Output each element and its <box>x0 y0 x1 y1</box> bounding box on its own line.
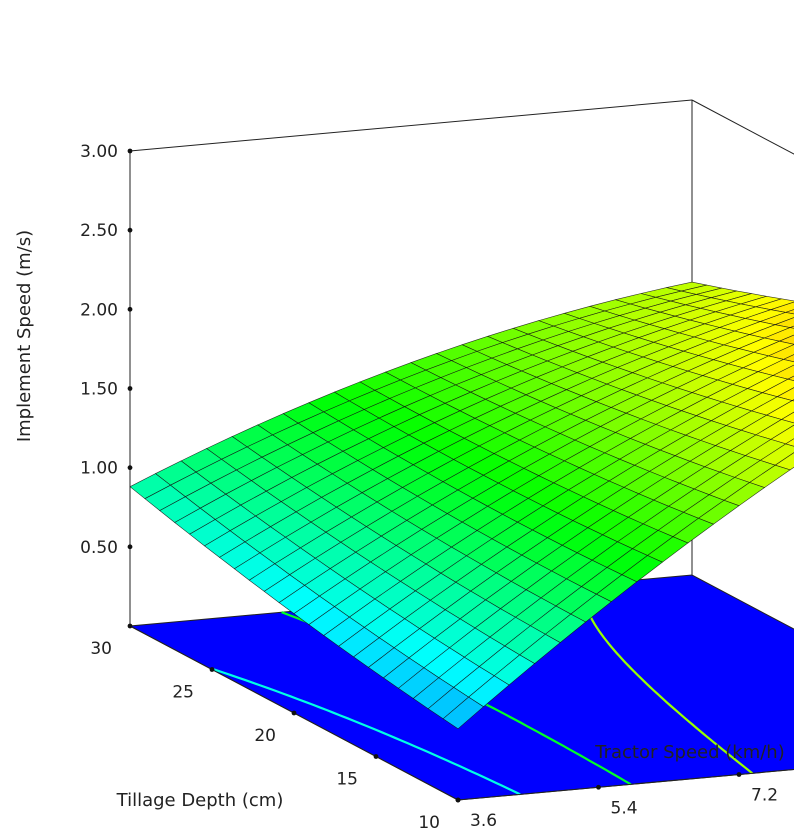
y-tick-mark <box>596 784 601 790</box>
surface-cell <box>442 696 484 730</box>
z-tick-mark <box>127 148 133 154</box>
z-tick-mark <box>127 465 133 471</box>
x-axis-title: Tillage Depth (cm) <box>116 790 284 811</box>
x-tick-label: 25 <box>172 683 194 703</box>
axis-labels: Implement Speed (m/s) Tillage Depth (cm)… <box>14 230 785 811</box>
y-axis-title: Tractor Speed (km/h) <box>594 742 785 763</box>
z-tick-mark <box>127 227 133 233</box>
x-tick-label: 20 <box>254 726 276 746</box>
x-tick-mark <box>291 710 297 716</box>
z-tick-mark <box>127 306 133 312</box>
surface-cell <box>784 309 794 315</box>
z-tick-mark <box>127 386 133 391</box>
contour-line-3 <box>582 584 754 775</box>
surface-cell <box>788 325 794 329</box>
z-tick-label: 0.50 <box>80 538 118 558</box>
z-tick-label: 3.00 <box>80 142 118 162</box>
y-tick-label: 7.2 <box>751 786 778 806</box>
top-left-edge <box>129 99 693 152</box>
x-tick-label: 30 <box>90 639 112 659</box>
z-tick-label: 2.50 <box>80 221 118 241</box>
top-right-edge <box>691 99 794 155</box>
x-tick-label: 10 <box>418 813 440 833</box>
x-tick-mark <box>373 754 379 759</box>
z-tick-mark <box>127 544 133 550</box>
z-axis-title: Implement Speed (m/s) <box>14 230 35 442</box>
axis-ticks: 0.50 1.00 1.50 2.00 2.50 3.00 30 25 20 15 10 3.6 5.4… <box>80 142 778 833</box>
x-tick-mark <box>127 623 133 629</box>
z-tick-label: 2.00 <box>80 300 118 320</box>
x-tick-label: 15 <box>336 770 358 790</box>
y-tick-mark <box>455 797 461 803</box>
response-surface <box>129 281 794 730</box>
x-tick-mark <box>209 667 215 672</box>
z-tick-label: 1.50 <box>80 380 118 400</box>
y-tick-mark <box>736 772 742 777</box>
y-tick-label: 3.6 <box>470 811 497 831</box>
z-tick-label: 1.00 <box>80 459 118 479</box>
contour-line-1 <box>213 668 521 796</box>
y-tick-label: 5.4 <box>611 798 638 818</box>
